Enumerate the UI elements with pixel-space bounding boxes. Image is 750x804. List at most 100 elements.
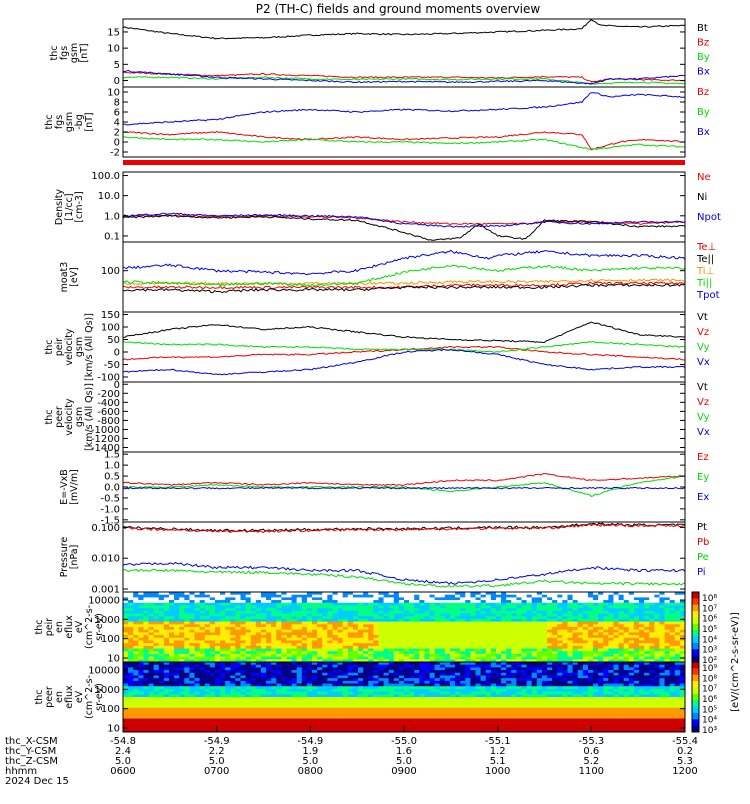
ytick-label: 1.0 [104,211,120,222]
legend-Npot: Npot [697,212,721,223]
legend-Pe: Pe [697,552,709,563]
spectrogram-cells [123,592,686,663]
series-line-Ni [123,215,685,240]
legend-Ti||: Ti|| [696,278,712,289]
series-line-Bx [123,93,685,125]
legend-Ne: Ne [697,172,711,183]
ytick-label: -2 [110,148,120,159]
legend-Tpot: Tpot [696,290,720,301]
legend-Pi: Pi [697,567,706,578]
series-line-Vt [123,322,685,342]
ylabel-line: [cm-3] [74,191,85,222]
ylabel-line: [nPa] [69,545,80,570]
ytick-label: -1.0 [100,504,120,515]
panel-frame [123,522,685,592]
ytick-label: 0.5 [104,472,120,483]
ylabel-line: [mV/m] [69,469,80,505]
ytick-label: 150 [101,310,120,321]
legend-By: By [697,107,710,118]
legend-Bz: Bz [697,38,709,49]
legend-Pt: Pt [697,522,707,533]
ylabel-line: [km/s (All Qs)] [84,313,95,381]
series-line-Vy [123,341,685,352]
ytick-label: 10000 [88,596,120,607]
ytick-label: 100 [101,266,120,277]
ytick-label: 15 [107,27,120,38]
ytick-label: 100 [101,323,120,334]
ytick-label: 0.1 [104,231,120,242]
legend-Vx: Vx [697,427,710,438]
legend-Vy: Vy [697,412,710,423]
ytick-label: 0 [114,76,120,87]
chart-title: P2 (TH-C) fields and ground moments over… [256,2,541,16]
spectrogram-cells [123,662,686,733]
series-line-By [123,137,685,150]
legend-Ni: Ni [697,192,707,203]
legend-Ex: Ex [697,492,709,503]
series-line-Pi [123,562,685,584]
ylabel-line: [eV] [69,267,80,287]
legend-Vt: Vt [697,312,708,323]
panel-frame [123,312,685,382]
series-line-Ex [123,487,685,488]
series-line-Vx [123,349,685,374]
legend-Pb: Pb [697,537,709,548]
ytick-label: -0.5 [100,493,120,504]
legend-Bx: Bx [697,127,710,138]
panel-frame [123,172,685,242]
ytick-label: -50 [104,360,120,371]
ytick-label: 50 [107,335,120,346]
legend-Te||: Te|| [696,254,714,265]
series-line-Te|| [123,284,685,293]
legend-Vy: Vy [697,342,710,353]
legend-Ez: Ez [697,452,709,463]
legend-Te⊥: Te⊥ [696,242,716,253]
ytick-label: 1.0 [104,461,120,472]
series-line-Ey [123,476,685,496]
ytick-label: 10 [107,654,120,665]
ytick-label: 0 [114,348,120,359]
ytick-label: 5 [114,60,120,71]
ylabel-line: [km/s (All Qs)] [84,383,95,451]
panel-frame [123,87,685,157]
legend-Vt: Vt [697,382,708,393]
panel-3: 100.010.01.00.1Density[1/cc][cm-3]NeNiNp… [54,171,721,242]
legend-Bz: Bz [697,87,709,98]
ylabel-line: [nT] [84,112,95,131]
ytick-label: 0.100 [91,523,120,534]
ylabel-line: [nT] [79,43,90,62]
panel-frame [123,382,685,452]
legend-Ti⊥: Ti⊥ [696,266,714,277]
legend-Bt: Bt [697,23,708,34]
legend-Ey: Ey [697,472,709,483]
series-line-Bt [123,20,685,39]
ytick-label: 10.0 [98,191,120,202]
ytick-label: 0.010 [91,554,120,565]
ytick-label: 0.0 [104,483,120,494]
series-line-Ez [123,474,685,486]
ytick-label: 100.0 [91,171,120,182]
panel-7: 1.51.00.50.0-0.5-1.0-1.5E=-VxB[mV/m]EzEy… [59,450,709,527]
ylabel-line: sr-eV) [94,613,105,641]
series-line-Pe [123,569,685,587]
legend-Vx: Vx [697,357,710,368]
legend-Vz: Vz [697,397,709,408]
panel-frame [123,242,685,312]
series-line-Vz [123,346,685,360]
legend-Bx: Bx [697,67,710,78]
series-line-Pt [123,523,685,532]
ytick-label: 1.5 [104,450,120,461]
ytick-label: 0.001 [91,585,120,596]
ytick-label: 10 [107,44,120,55]
series-line-Npot [123,213,685,227]
